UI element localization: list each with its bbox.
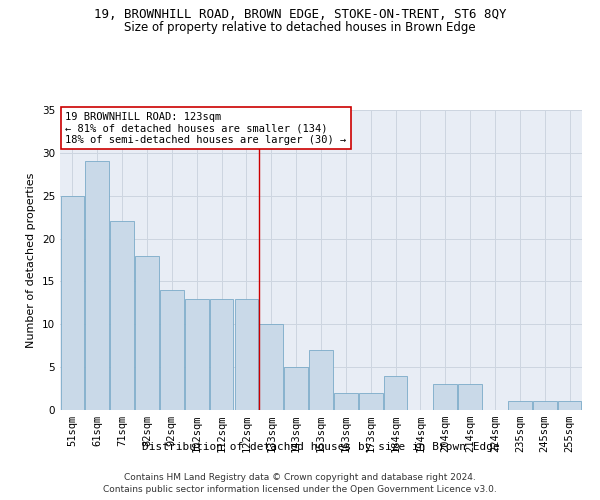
Bar xyxy=(284,367,308,410)
Bar xyxy=(458,384,482,410)
Bar xyxy=(160,290,184,410)
Bar xyxy=(359,393,383,410)
Bar xyxy=(185,298,209,410)
Text: Contains public sector information licensed under the Open Government Licence v3: Contains public sector information licen… xyxy=(103,485,497,494)
Bar xyxy=(135,256,159,410)
Text: Contains HM Land Registry data © Crown copyright and database right 2024.: Contains HM Land Registry data © Crown c… xyxy=(124,472,476,482)
Text: Distribution of detached houses by size in Brown Edge: Distribution of detached houses by size … xyxy=(142,442,500,452)
Text: 19 BROWNHILL ROAD: 123sqm
← 81% of detached houses are smaller (134)
18% of semi: 19 BROWNHILL ROAD: 123sqm ← 81% of detac… xyxy=(65,112,346,144)
Bar xyxy=(533,402,557,410)
Bar xyxy=(334,393,358,410)
Y-axis label: Number of detached properties: Number of detached properties xyxy=(26,172,37,348)
Text: 19, BROWNHILL ROAD, BROWN EDGE, STOKE-ON-TRENT, ST6 8QY: 19, BROWNHILL ROAD, BROWN EDGE, STOKE-ON… xyxy=(94,8,506,20)
Bar xyxy=(508,402,532,410)
Bar xyxy=(61,196,84,410)
Bar xyxy=(433,384,457,410)
Bar xyxy=(259,324,283,410)
Bar xyxy=(558,402,581,410)
Bar xyxy=(309,350,333,410)
Bar xyxy=(210,298,233,410)
Bar xyxy=(384,376,407,410)
Text: Size of property relative to detached houses in Brown Edge: Size of property relative to detached ho… xyxy=(124,21,476,34)
Bar xyxy=(110,222,134,410)
Bar xyxy=(235,298,258,410)
Bar xyxy=(85,162,109,410)
